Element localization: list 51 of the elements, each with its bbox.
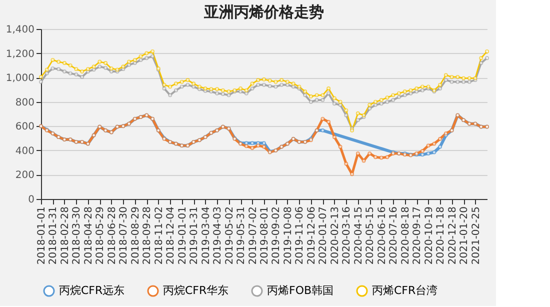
y-tick-label: 0: [28, 194, 34, 206]
x-tick-label: 2018-07-30: [118, 206, 130, 265]
legend-label: 丙烷CFR华东: [163, 284, 229, 297]
x-tick-label: 2018-05-29: [95, 206, 106, 265]
legend-label: 丙烷CFR远东: [59, 284, 125, 297]
y-tick-label: 1,400: [6, 24, 34, 36]
x-tick-label: 2018-11-02: [154, 206, 165, 265]
y-tick-label: 600: [15, 122, 34, 133]
y-tick-label: 400: [15, 146, 34, 157]
x-tick-label: 2019-11-06: [294, 206, 306, 265]
x-tick-label: 2019-07-02: [248, 206, 259, 265]
y-tick-label: 1,200: [6, 48, 34, 60]
x-tick-label: 2020-04-15: [353, 206, 364, 265]
x-tick-label: 2019-09-02: [271, 206, 282, 265]
x-tick-label: 2018-02-28: [60, 206, 71, 265]
x-tick-label: 2021-02-25: [470, 206, 482, 265]
x-tick-label: 2019-10-08: [282, 206, 294, 265]
x-tick-label: 2020-03-16: [342, 206, 353, 265]
x-tick-label: 2018-01-31: [48, 206, 60, 265]
x-tick-label: 2019-03-04: [200, 206, 212, 265]
x-tick-label: 2020-01-07: [318, 206, 330, 265]
x-tick-label: 2019-01-31: [189, 206, 200, 265]
x-tick-label: 2021-01-20: [459, 206, 470, 265]
x-tick-label: 2018-03-30: [72, 206, 83, 265]
legend-label: 丙烯CFR台湾: [372, 284, 438, 297]
x-tick-label: 2019-04-03: [212, 206, 224, 265]
x-tick-label: 2018-08-29: [130, 206, 142, 265]
x-tick-label: 2020-08-18: [400, 206, 412, 265]
x-tick-label: 2020-09-17: [412, 206, 424, 265]
x-tick-label: 2020-11-18: [436, 206, 447, 265]
x-tick-label: 2020-07-16: [388, 206, 400, 265]
chart-title: 亚洲丙烯价格走势: [203, 3, 324, 21]
y-tick-label: 800: [15, 97, 34, 108]
x-tick-label: 2020-10-19: [424, 206, 435, 265]
x-tick-label: 2018-04-28: [83, 206, 94, 265]
x-tick-label: 2019-08-01: [260, 206, 270, 265]
x-tick-label: 2020-06-16: [376, 206, 388, 265]
y-tick-label: 200: [15, 170, 34, 182]
y-tick-label: 1,000: [6, 73, 34, 84]
x-tick-label: 2018-06-28: [106, 206, 118, 265]
x-tick-label: 2020-12-18: [447, 206, 458, 265]
x-tick-label: 2019-12-06: [306, 206, 318, 265]
legend-label: 丙烯FOB韩国: [267, 284, 334, 297]
x-tick-label: 2018-01-01: [36, 206, 48, 265]
x-tick-label: 2019-05-31: [236, 206, 248, 265]
x-tick-label: 2020-05-15: [365, 206, 376, 265]
x-tick-label: 2018-12-04: [166, 206, 177, 265]
x-tick-label: 2020-02-13: [330, 206, 341, 265]
x-tick-label: 2019-05-02: [224, 206, 236, 265]
x-tick-label: 2019-01-01: [177, 206, 188, 265]
x-tick-label: 2018-09-28: [142, 206, 154, 265]
